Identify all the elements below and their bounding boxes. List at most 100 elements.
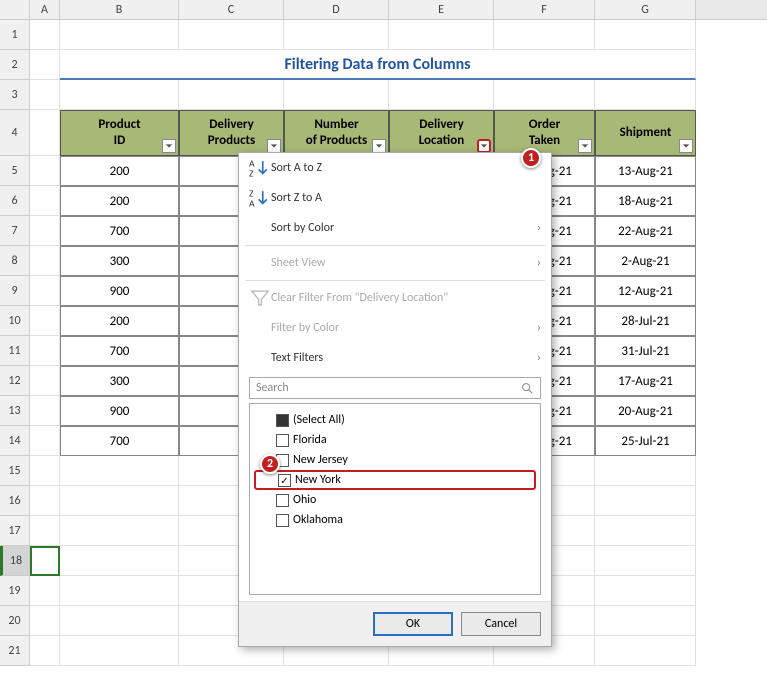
sort-za[interactable]: ZA Sort Z to A [239,183,551,213]
row-header[interactable]: 17 [0,516,30,546]
table-header: OrderTaken [494,110,595,156]
row-header[interactable]: 5 [0,156,30,186]
cell-shipment[interactable]: 22-Aug-21 [595,216,696,246]
column-header[interactable]: F [494,0,595,19]
cell-shipment[interactable]: 25-Jul-21 [595,426,696,456]
callout-badge-2: 2 [260,454,280,474]
column-header[interactable]: A [30,0,60,19]
cell-product-id[interactable]: 200 [60,306,179,336]
table-header: ProductID [60,110,179,156]
filter-item-label: Florida [293,433,327,447]
chevron-right-icon: › [537,221,541,235]
table-header: Shipment [595,110,696,156]
filter-dropdown-icon[interactable] [679,139,693,153]
row-headers: 123456789101112131415161718192021 [0,20,30,666]
search-placeholder: Search [256,381,520,395]
sort-az-icon: AZ [249,157,271,179]
filter-item[interactable]: New Jersey [254,450,536,470]
row-header[interactable]: 7 [0,216,30,246]
text-filters[interactable]: Text Filters › [239,343,551,373]
cell-shipment[interactable]: 31-Jul-21 [595,336,696,366]
chevron-right-icon: › [537,351,541,365]
column-header[interactable]: D [284,0,389,19]
sort-by-color[interactable]: Sort by Color › [239,213,551,243]
row-header[interactable]: 1 [0,20,30,50]
cell-shipment[interactable]: 18-Aug-21 [595,186,696,216]
svg-text:A: A [249,197,255,209]
table-header: DeliveryLocation [389,110,494,156]
filter-item[interactable]: (Select All) [254,410,536,430]
filter-item-label: Oklahoma [293,513,343,527]
checkbox-icon [276,494,289,507]
filter-item[interactable]: Florida [254,430,536,450]
svg-text:Z: Z [249,167,254,179]
cell-product-id[interactable]: 900 [60,396,179,426]
filter-search[interactable]: Search [249,377,541,399]
cell-product-id[interactable]: 900 [60,276,179,306]
filter-by-color-label: Filter by Color [271,321,339,335]
filter-item[interactable]: ✓New York [254,470,536,490]
filter-item[interactable]: Oklahoma [254,510,536,530]
row-header[interactable]: 12 [0,366,30,396]
cell-shipment[interactable]: 2-Aug-21 [595,246,696,276]
filter-item-label: New Jersey [293,453,348,467]
row-header[interactable]: 3 [0,80,30,110]
sort-za-icon: ZA [249,187,271,209]
row-header[interactable]: 14 [0,426,30,456]
sort-by-color-label: Sort by Color [271,221,334,235]
row-header[interactable]: 13 [0,396,30,426]
column-header[interactable]: B [60,0,179,19]
filter-item-label: Ohio [293,493,316,507]
row-header[interactable]: 9 [0,276,30,306]
funnel-icon [249,287,271,309]
row-header[interactable]: 8 [0,246,30,276]
filter-dropdown-icon[interactable] [267,139,281,153]
row-header[interactable]: 4 [0,110,30,156]
cell-shipment[interactable]: 28-Jul-21 [595,306,696,336]
row-header[interactable]: 21 [0,636,30,666]
cell-shipment[interactable]: 12-Aug-21 [595,276,696,306]
checkbox-icon: ✓ [278,474,291,487]
row-header[interactable]: 20 [0,606,30,636]
sort-az[interactable]: AZ Sort A to Z [239,153,551,183]
clear-filter-label: Clear Filter From "Delivery Location" [271,291,448,305]
callout-badge-1: 1 [521,148,541,168]
cell-shipment[interactable]: 20-Aug-21 [595,396,696,426]
filter-dropdown-icon[interactable] [477,139,491,153]
cancel-button[interactable]: Cancel [461,612,541,636]
filter-values-tree: (Select All) Florida New Jersey ✓New York Oh… [249,403,541,595]
sort-za-label: Sort Z to A [271,191,322,205]
sheet-view: Sheet View › [239,248,551,278]
row-header[interactable]: 15 [0,456,30,486]
cell-product-id[interactable]: 200 [60,186,179,216]
row-header[interactable]: 11 [0,336,30,366]
row-header[interactable]: 6 [0,186,30,216]
column-header[interactable]: C [179,0,284,19]
column-header[interactable]: E [389,0,494,19]
cell-product-id[interactable]: 200 [60,156,179,186]
cell-product-id[interactable]: 300 [60,366,179,396]
row-header[interactable]: 19 [0,576,30,606]
row-header[interactable]: 18 [0,546,30,576]
page-title: Filtering Data from Columns [60,50,696,80]
cell-shipment[interactable]: 17-Aug-21 [595,366,696,396]
row-header[interactable]: 10 [0,306,30,336]
cell-product-id[interactable]: 300 [60,246,179,276]
column-header[interactable]: G [595,0,696,19]
filter-dropdown-icon[interactable] [372,139,386,153]
filter-item[interactable]: Ohio [254,490,536,510]
checkbox-icon [276,434,289,447]
cell-product-id[interactable]: 700 [60,336,179,366]
cell-product-id[interactable]: 700 [60,216,179,246]
cell-shipment[interactable]: 13-Aug-21 [595,156,696,186]
filter-dropdown-icon[interactable] [162,139,176,153]
row-header[interactable]: 2 [0,50,30,80]
sheet-view-label: Sheet View [271,256,325,270]
cell-product-id[interactable]: 700 [60,426,179,456]
ok-button[interactable]: OK [373,612,453,636]
sort-az-label: Sort A to Z [271,161,322,175]
row-header[interactable]: 16 [0,486,30,516]
filter-dropdown-icon[interactable] [578,139,592,153]
column-headers: ABCDEFG [0,0,767,20]
checkbox-icon [276,414,289,427]
